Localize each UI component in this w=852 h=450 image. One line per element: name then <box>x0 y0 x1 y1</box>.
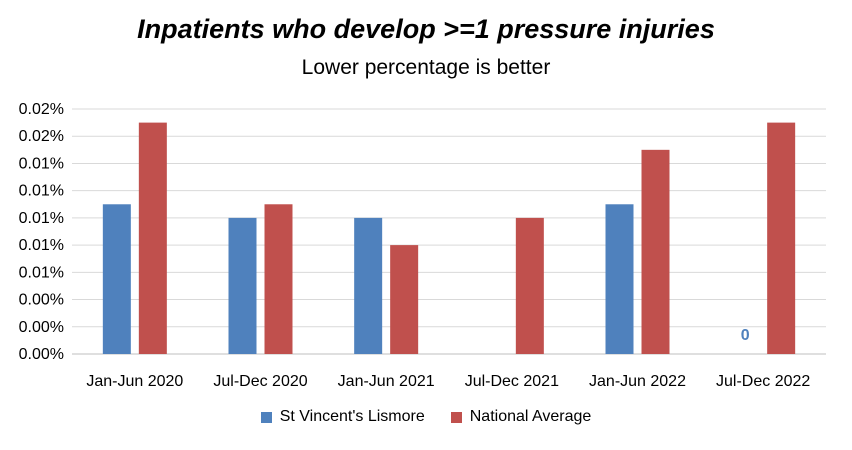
x-tick-label: Jan-Jun 2021 <box>338 373 435 390</box>
bar-series-2 <box>390 245 419 354</box>
y-tick-label: 0.00% <box>19 319 64 336</box>
bar-series-1 <box>605 204 634 354</box>
bar-series-2 <box>767 122 796 354</box>
y-tick-label: 0.01% <box>19 155 64 172</box>
x-tick-label: Jan-Jun 2020 <box>86 373 183 390</box>
y-tick-label: 0.00% <box>19 346 64 363</box>
bar-series-2 <box>641 149 670 354</box>
chart-subtitle: Lower percentage is better <box>301 56 551 79</box>
chart-legend: St Vincent's Lismore National Average <box>0 408 852 426</box>
data-label: 0 <box>741 327 750 344</box>
bar-series-1 <box>102 204 131 354</box>
y-tick-label: 0.01% <box>19 237 64 254</box>
legend-swatch-series-1 <box>260 411 272 423</box>
bar-series-2 <box>515 217 544 354</box>
bar-series-1 <box>354 217 383 354</box>
x-tick-label: Jul-Dec 2022 <box>716 373 810 390</box>
y-tick-label: 0.01% <box>19 183 64 200</box>
y-tick-label: 0.00% <box>19 292 64 309</box>
legend-label-series-2: National Average <box>469 408 592 425</box>
legend-label-series-1: St Vincent's Lismore <box>279 408 425 425</box>
y-tick-label: 0.02% <box>19 128 64 145</box>
bar-series-2 <box>138 122 167 354</box>
legend-item-series-2: National Average <box>450 408 592 426</box>
y-tick-label: 0.02% <box>19 101 64 118</box>
legend-item-series-1: St Vincent's Lismore <box>260 408 425 426</box>
x-tick-label: Jul-Dec 2020 <box>213 373 307 390</box>
chart-title: Inpatients who develop >=1 pressure inju… <box>137 14 715 44</box>
bar-series-2 <box>264 204 293 354</box>
y-tick-label: 0.01% <box>19 264 64 281</box>
x-tick-label: Jan-Jun 2022 <box>589 373 686 390</box>
x-tick-label: Jul-Dec 2021 <box>465 373 559 390</box>
legend-swatch-series-2 <box>450 411 462 423</box>
y-tick-label: 0.01% <box>19 210 64 227</box>
bar-series-1 <box>228 217 257 354</box>
